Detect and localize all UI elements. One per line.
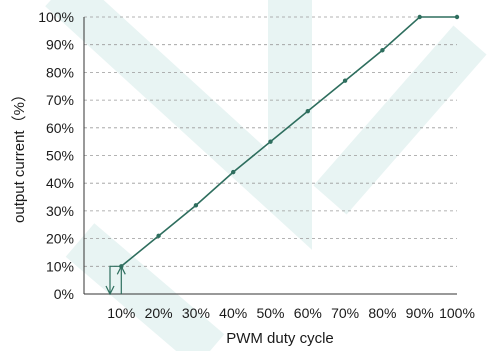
watermark-stroke [45,0,312,250]
data-point [342,78,348,83]
y-tick-label: 60% [46,120,74,136]
y-tick-label: 50% [46,148,74,164]
data-point [305,108,310,114]
x-tick-label: 30% [182,305,210,321]
y-tick-label: 20% [46,231,74,247]
background-watermark [45,0,487,351]
watermark-stroke [313,25,487,215]
series-line-0 [120,16,457,267]
data-series [119,14,460,269]
y-tick-label: 80% [46,64,74,80]
data-point [417,14,422,20]
y-axis-title: output current（%） [11,87,28,223]
x-tick-label: 10% [107,305,135,321]
x-tick-label: 100% [439,305,475,321]
x-tick-label: 80% [368,305,396,321]
data-point [231,169,236,175]
x-tick-label: 40% [219,305,247,321]
data-point [380,48,385,53]
data-point [454,14,460,20]
y-tick-label: 30% [46,203,74,219]
data-point [268,139,273,144]
y-tick-label: 90% [46,37,74,53]
data-point [119,264,124,269]
y-tick-labels: 0% 10% 20% 30% 40% 50% 60% 70% 80% 90% 100% [38,9,74,302]
x-tick-label: 90% [406,305,434,321]
step-bracket [109,265,122,294]
y-tick-label: 40% [46,175,74,191]
x-tick-label: 20% [145,305,173,321]
data-point [156,233,161,239]
y-tick-label: 100% [38,9,74,25]
x-tick-label: 70% [331,305,359,321]
y-tick-label: 10% [46,258,74,274]
x-axis-title: PWM duty cycle [226,330,334,347]
y-tick-label: 70% [46,92,74,108]
watermark-stroke [65,223,225,351]
y-tick-label: 0% [54,286,74,302]
gridlines [84,16,457,267]
arrow-down-icon [105,285,115,296]
x-tick-label: 60% [294,305,322,321]
axes [83,17,457,295]
x-tick-labels: 10% 20% 30% 40% 50% 60% 70% 80% 90% 100% [107,305,475,321]
x-tick-label: 50% [256,305,284,321]
data-point [193,203,199,208]
